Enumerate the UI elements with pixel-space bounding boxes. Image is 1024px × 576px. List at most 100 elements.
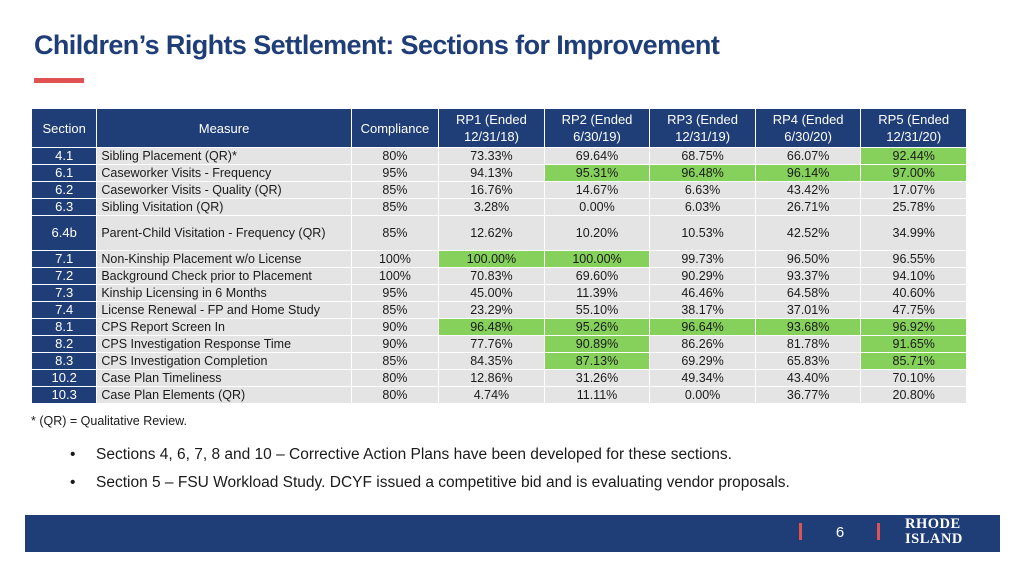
rp-value-cell: 36.77% xyxy=(755,387,861,403)
measure-cell: Case Plan Timeliness xyxy=(97,370,351,386)
rp-value-cell: 40.60% xyxy=(861,285,966,301)
rp-value-cell: 93.37% xyxy=(755,268,861,284)
rp-value-cell: 20.80% xyxy=(861,387,966,403)
measure-cell: CPS Investigation Response Time xyxy=(97,336,351,352)
measure-cell: License Renewal - FP and Home Study xyxy=(97,302,351,318)
rp-value-cell: 69.29% xyxy=(650,353,755,369)
compliance-cell: 85% xyxy=(351,216,439,250)
rp-value-cell: 96.48% xyxy=(439,319,544,335)
section-cell: 7.3 xyxy=(32,285,97,301)
table-body: 4.1 Sibling Placement (QR)* 80% 73.33% 69.64… xyxy=(32,148,966,403)
compliance-cell: 90% xyxy=(351,336,439,352)
rp-value-cell: 100.00% xyxy=(439,251,544,267)
bullet-list: Sections 4, 6, 7, 8 and 10 – Corrective … xyxy=(70,446,790,502)
rp-value-cell: 69.60% xyxy=(544,268,650,284)
rp-value-cell: 6.63% xyxy=(650,182,755,198)
compliance-cell: 95% xyxy=(351,165,439,181)
section-cell: 8.1 xyxy=(32,319,97,335)
column-header: Compliance xyxy=(351,109,439,147)
compliance-cell: 100% xyxy=(351,251,439,267)
compliance-cell: 85% xyxy=(351,302,439,318)
table-row: 7.1 Non-Kinship Placement w/o License 100%… xyxy=(32,251,966,267)
rp-value-cell: 45.00% xyxy=(439,285,544,301)
section-cell: 7.2 xyxy=(32,268,97,284)
rp-value-cell: 43.40% xyxy=(755,370,861,386)
compliance-cell: 100% xyxy=(351,268,439,284)
table-row: 6.2 Caseworker Visits - Quality (QR) 85% 16… xyxy=(32,182,966,198)
rp-value-cell: 66.07% xyxy=(755,148,861,164)
rp-value-cell: 95.26% xyxy=(544,319,650,335)
rp-value-cell: 100.00% xyxy=(544,251,650,267)
rp-value-cell: 84.35% xyxy=(439,353,544,369)
rp-value-cell: 42.52% xyxy=(755,216,861,250)
section-cell: 7.4 xyxy=(32,302,97,318)
rp-value-cell: 37.01% xyxy=(755,302,861,318)
rp-value-cell: 95.31% xyxy=(544,165,650,181)
footer-divider xyxy=(799,523,802,540)
column-header: RP2 (Ended 6/30/19) xyxy=(544,109,650,147)
rp-value-cell: 96.55% xyxy=(861,251,966,267)
rp-value-cell: 96.92% xyxy=(861,319,966,335)
rp-value-cell: 90.89% xyxy=(544,336,650,352)
compliance-cell: 85% xyxy=(351,353,439,369)
rp-value-cell: 46.46% xyxy=(650,285,755,301)
measure-cell: Non-Kinship Placement w/o License xyxy=(97,251,351,267)
logo-line-1: RHODE xyxy=(905,516,961,532)
compliance-cell: 95% xyxy=(351,285,439,301)
measure-cell: Background Check prior to Placement xyxy=(97,268,351,284)
rp-value-cell: 23.29% xyxy=(439,302,544,318)
section-cell: 6.1 xyxy=(32,165,97,181)
rp-value-cell: 0.00% xyxy=(544,199,650,215)
compliance-cell: 80% xyxy=(351,148,439,164)
table-row: 6.4b Parent-Child Visitation - Frequency … xyxy=(32,216,966,250)
bullet-text: Corrective Action Plans have been develo… xyxy=(284,446,732,463)
rp-value-cell: 31.26% xyxy=(544,370,650,386)
table-row: 8.3 CPS Investigation Completion 85% 84.35%… xyxy=(32,353,966,369)
section-cell: 6.2 xyxy=(32,182,97,198)
rp-value-cell: 16.76% xyxy=(439,182,544,198)
rp-value-cell: 77.76% xyxy=(439,336,544,352)
rp-value-cell: 6.03% xyxy=(650,199,755,215)
rp-value-cell: 12.86% xyxy=(439,370,544,386)
title-accent-bar xyxy=(34,78,84,83)
rp-value-cell: 47.75% xyxy=(861,302,966,318)
measure-cell: Case Plan Elements (QR) xyxy=(97,387,351,403)
bullet-item: Section 5 – FSU Workload Study. DCYF iss… xyxy=(70,474,790,492)
section-cell: 4.1 xyxy=(32,148,97,164)
rp-value-cell: 92.44% xyxy=(861,148,966,164)
compliance-cell: 90% xyxy=(351,319,439,335)
rp-value-cell: 96.14% xyxy=(755,165,861,181)
rp-value-cell: 94.13% xyxy=(439,165,544,181)
measure-cell: Caseworker Visits - Frequency xyxy=(97,165,351,181)
table-row: 4.1 Sibling Placement (QR)* 80% 73.33% 69.64… xyxy=(32,148,966,164)
table-row: 8.1 CPS Report Screen In 90% 96.48% 95.26% 96… xyxy=(32,319,966,335)
rp-value-cell: 12.62% xyxy=(439,216,544,250)
compliance-cell: 80% xyxy=(351,387,439,403)
bullet-text: DCYF issued a competitive bid and is eva… xyxy=(325,474,790,491)
compliance-cell: 80% xyxy=(351,370,439,386)
section-cell: 6.4b xyxy=(32,216,97,250)
rp-value-cell: 94.10% xyxy=(861,268,966,284)
section-cell: 8.2 xyxy=(32,336,97,352)
rp-value-cell: 68.75% xyxy=(650,148,755,164)
rp-value-cell: 38.17% xyxy=(650,302,755,318)
rp-value-cell: 90.29% xyxy=(650,268,755,284)
rp-value-cell: 96.48% xyxy=(650,165,755,181)
rp-value-cell: 87.13% xyxy=(544,353,650,369)
logo-line-2: ISLAND xyxy=(905,531,963,547)
rp-value-cell: 86.26% xyxy=(650,336,755,352)
bullet-lead: Section 5 – FSU Workload Study. xyxy=(96,474,326,491)
rp-value-cell: 14.67% xyxy=(544,182,650,198)
section-cell: 6.3 xyxy=(32,199,97,215)
rp-value-cell: 70.10% xyxy=(861,370,966,386)
page-title: Children’s Rights Settlement: Sections f… xyxy=(34,30,720,60)
rp-value-cell: 10.20% xyxy=(544,216,650,250)
rp-value-cell: 43.42% xyxy=(755,182,861,198)
improvement-table: Section Measure Compliance RP1 (Ended 12/31… xyxy=(31,108,967,404)
section-cell: 7.1 xyxy=(32,251,97,267)
column-header: Section xyxy=(32,109,97,147)
rp-value-cell: 11.39% xyxy=(544,285,650,301)
rp-value-cell: 81.78% xyxy=(755,336,861,352)
table-header-row: Section Measure Compliance RP1 (Ended 12/31… xyxy=(32,109,966,147)
column-header: RP4 (Ended 6/30/20) xyxy=(755,109,861,147)
